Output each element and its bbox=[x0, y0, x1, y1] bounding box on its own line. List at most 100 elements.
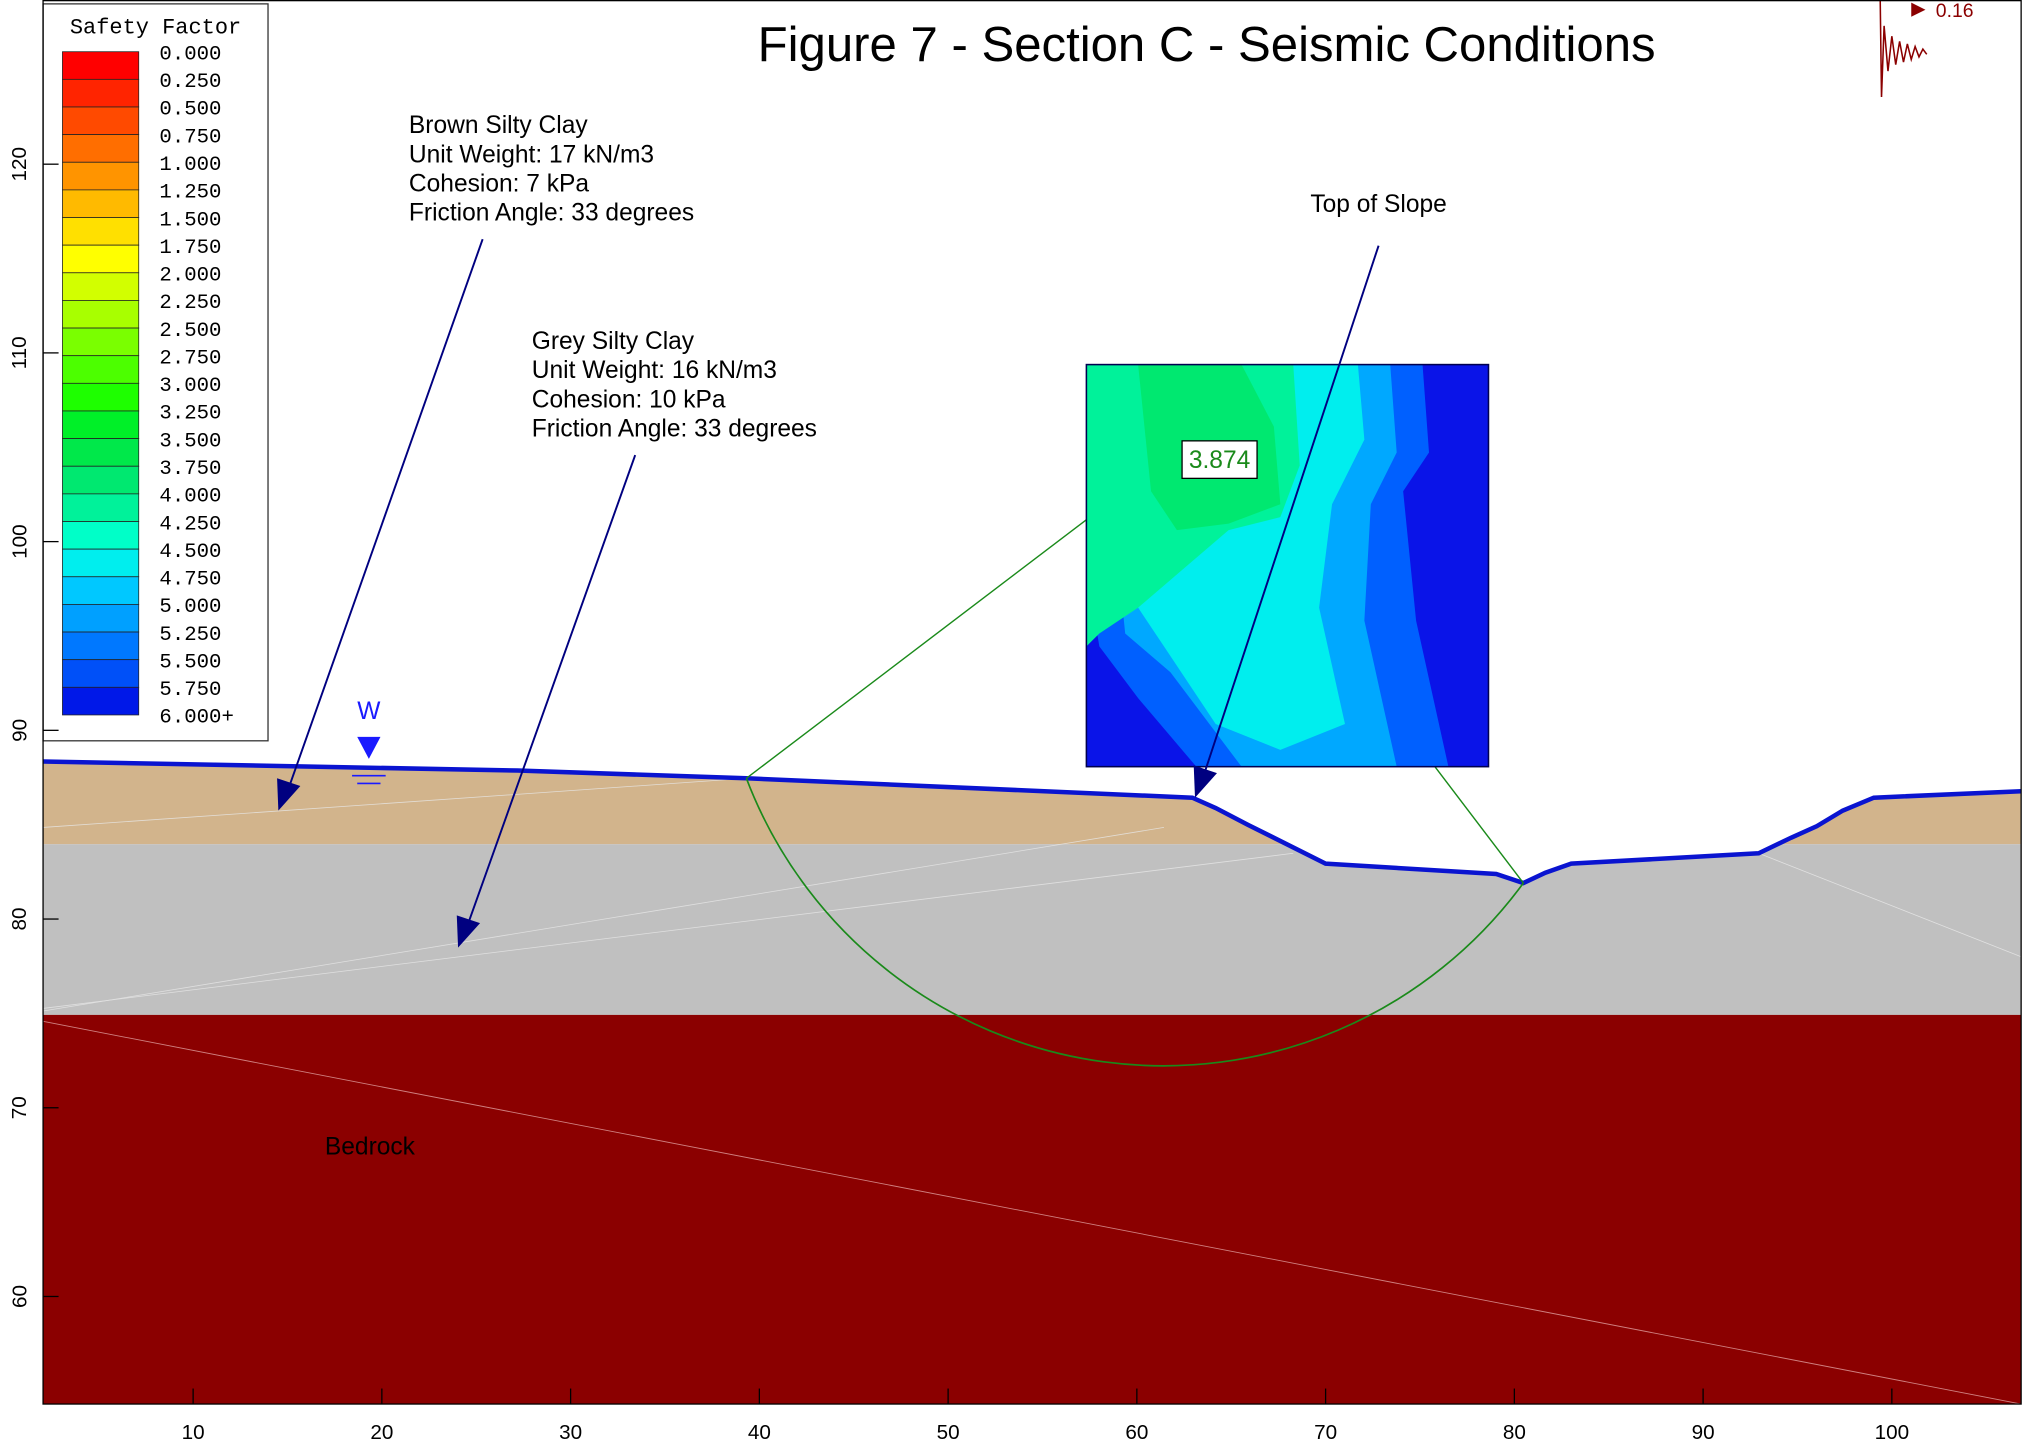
legend-label: 4.500 bbox=[159, 541, 221, 564]
legend-label: 5.500 bbox=[159, 651, 221, 674]
legend-swatch bbox=[62, 51, 140, 80]
legend-label: 2.500 bbox=[159, 320, 221, 343]
legend-label: 1.000 bbox=[159, 154, 221, 177]
legend-swatch bbox=[62, 272, 140, 301]
y-tick-label: 90 bbox=[8, 719, 31, 742]
legend-label: 1.500 bbox=[159, 209, 221, 232]
arrowhead bbox=[277, 778, 301, 811]
legend-label: 0.250 bbox=[159, 71, 221, 94]
legend-swatch bbox=[62, 521, 140, 550]
water-label: W bbox=[357, 698, 381, 725]
contour-grid bbox=[1085, 363, 1490, 768]
plot-area: W Bedrock Top of Slope Brown Silty ClayU… bbox=[8, 0, 2022, 1444]
x-tick-label: 60 bbox=[1125, 1421, 1148, 1444]
material-text: Grey Silty Clay bbox=[532, 328, 695, 355]
legend-swatch bbox=[62, 631, 140, 661]
legend-label: 2.750 bbox=[159, 347, 221, 370]
arrow bbox=[1199, 245, 1380, 787]
arrow bbox=[462, 454, 637, 938]
y-tick-label: 80 bbox=[8, 908, 31, 931]
legend-swatch bbox=[62, 217, 140, 246]
legend-label: 4.000 bbox=[159, 486, 221, 509]
plot-frame bbox=[42, 0, 2022, 1405]
legend-label: 5.250 bbox=[159, 624, 221, 647]
legend-swatch bbox=[62, 604, 140, 633]
legend-label: 4.250 bbox=[159, 513, 221, 536]
legend-swatch bbox=[62, 686, 140, 716]
y-tick-label: 110 bbox=[8, 336, 31, 369]
fs-box bbox=[1181, 440, 1258, 480]
air bbox=[43, 0, 2022, 884]
x-tick-label: 90 bbox=[1692, 1421, 1715, 1444]
legend-label: 5.750 bbox=[159, 679, 221, 702]
x-tick-label: 30 bbox=[559, 1421, 582, 1444]
water-symbol bbox=[357, 736, 381, 759]
legend-title: Safety Factor bbox=[70, 16, 241, 41]
legend-label: 0.750 bbox=[159, 126, 221, 149]
legend-label: 3.250 bbox=[159, 403, 221, 426]
legend-swatch bbox=[62, 576, 140, 605]
legend-label: 1.750 bbox=[159, 237, 221, 260]
legend-label: 5.000 bbox=[159, 596, 221, 619]
x-tick-label: 50 bbox=[937, 1421, 960, 1444]
title: Figure 7 - Section C - Seismic Condition… bbox=[758, 18, 1656, 72]
material-text: Cohesion: 10 kPa bbox=[532, 386, 726, 413]
legend-label: 3.500 bbox=[159, 430, 221, 453]
x-tick-label: 20 bbox=[370, 1421, 393, 1444]
seismic-arrow bbox=[1911, 2, 1926, 17]
arrowhead bbox=[1193, 765, 1217, 798]
arrow bbox=[283, 238, 484, 800]
legend-swatch bbox=[62, 327, 140, 357]
legend-label: 3.000 bbox=[159, 375, 221, 398]
bedrock-line bbox=[42, 1020, 2022, 1405]
material-text: Friction Angle: 33 degrees bbox=[532, 415, 817, 442]
material-text: Brown Silty Clay bbox=[409, 112, 588, 139]
legend-label: 1.250 bbox=[159, 182, 221, 205]
x-tick-label: 70 bbox=[1314, 1421, 1337, 1444]
legend-label: 3.750 bbox=[159, 458, 221, 481]
axes: 10 20 30 40 50 60 70 80 90 100 60 70 80 90 100 110 120 bbox=[8, 147, 1909, 1444]
legend-swatch bbox=[62, 659, 140, 688]
material-text: Friction Angle: 33 degrees bbox=[409, 199, 694, 226]
x-tick-label: 10 bbox=[182, 1421, 205, 1444]
x-tick-label: 80 bbox=[1503, 1421, 1526, 1444]
y-tick-label: 60 bbox=[8, 1285, 31, 1308]
contour-border bbox=[1085, 363, 1490, 768]
legend-swatch bbox=[62, 410, 140, 439]
legend-label: 0.000 bbox=[159, 43, 221, 66]
material-text: Unit Weight: 16 kN/m3 bbox=[532, 357, 777, 384]
legend-swatch bbox=[62, 106, 140, 136]
legend-label: 6.000+ bbox=[159, 707, 233, 730]
x-tick-label: 40 bbox=[748, 1421, 771, 1444]
y-tick-label: 70 bbox=[8, 1096, 31, 1119]
arrowhead bbox=[456, 915, 481, 948]
fs-label: 3.874 bbox=[1189, 447, 1250, 474]
legend-swatch bbox=[62, 493, 140, 522]
material-text: Unit Weight: 17 kN/m3 bbox=[409, 141, 654, 168]
legend-swatch bbox=[62, 465, 140, 495]
legend-label: 2.250 bbox=[159, 292, 221, 315]
material-text: Cohesion: 7 kPa bbox=[409, 170, 589, 197]
x-tick-label: 100 bbox=[1875, 1421, 1910, 1444]
legend-swatch bbox=[62, 355, 140, 384]
legend-swatch bbox=[62, 134, 140, 163]
legend-label: 0.500 bbox=[159, 99, 221, 122]
seismic-coefficient: 0.16 bbox=[1936, 0, 1974, 22]
legend-swatch bbox=[62, 244, 140, 274]
y-tick-label: 120 bbox=[8, 147, 31, 181]
legend-swatch bbox=[62, 78, 140, 108]
seismic-icon bbox=[1879, 0, 1928, 97]
mesh-lines bbox=[43, 777, 2022, 1012]
legend-swatch bbox=[62, 161, 140, 191]
legend-swatch bbox=[62, 300, 140, 329]
legend-swatch bbox=[62, 548, 140, 578]
legend-swatch bbox=[62, 189, 140, 218]
y-tick-label: 100 bbox=[8, 524, 31, 558]
legend-swatch bbox=[62, 438, 140, 467]
slip-surface bbox=[745, 778, 1525, 1067]
legend: 0.000 0.250 0.500 0.750 1.000 1.250 1.500 1.750… bbox=[62, 43, 234, 730]
bedrock-layer bbox=[43, 1014, 2022, 1405]
